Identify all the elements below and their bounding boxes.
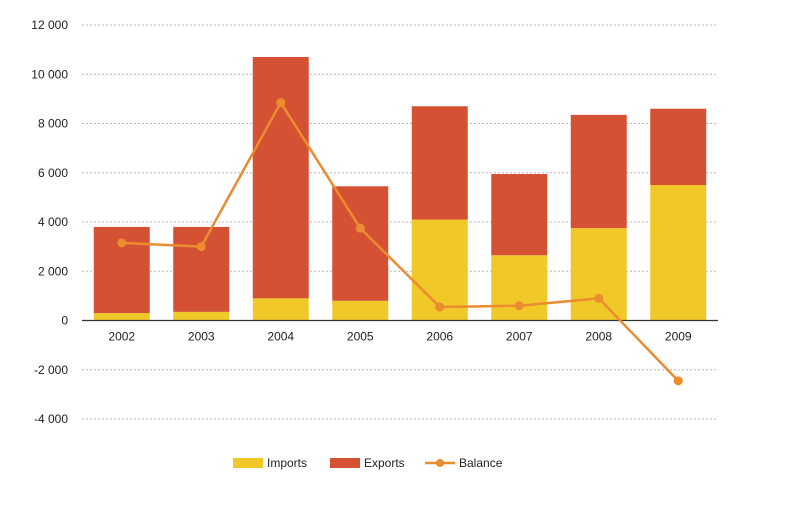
x-tick-label: 2007 [506,330,533,344]
x-axis-tick-labels: 2002 2003 2004 2005 2006 2007 2008 2009 [108,330,692,344]
balance-point-2009 [673,376,683,386]
balance-point-2003 [196,242,206,252]
y-tick-label: -2 000 [34,363,68,377]
bar-exports-2005 [332,186,389,301]
y-tick-label: 6 000 [38,166,68,180]
bar-imports-2002 [93,313,150,321]
balance-line [121,101,680,382]
y-tick-label: 8 000 [38,117,68,131]
x-tick-label: 2002 [108,330,135,344]
bar-exports-2009 [650,108,707,186]
x-tick-label: 2008 [585,330,612,344]
bar-exports-2008 [570,114,627,229]
legend-swatch-exports [330,458,360,468]
x-tick-label: 2004 [267,330,294,344]
x-tick-label: 2003 [188,330,215,344]
bar-imports-2008 [570,228,627,321]
legend-swatch-imports [233,458,263,468]
bar-exports-2004 [252,57,309,299]
y-tick-label: -4 000 [34,412,68,426]
legend-label-exports: Exports [364,456,405,470]
balance-series [117,98,683,386]
balance-point-2006 [435,302,445,312]
balance-point-2004 [276,98,286,108]
bar-imports-2004 [252,298,309,321]
y-tick-label: 0 [61,314,68,328]
x-tick-label: 2005 [347,330,374,344]
bar-imports-2007 [491,255,548,321]
legend-marker-balance [436,459,444,467]
bar-exports-2007 [491,173,548,256]
balance-point-2008 [594,293,604,303]
y-tick-label: 4 000 [38,215,68,229]
bar-exports-2003 [173,226,230,312]
bar-imports-2005 [332,300,389,321]
x-tick-label: 2009 [665,330,692,344]
bars [93,57,707,321]
legend: Imports Exports Balance [233,456,503,470]
y-tick-label: 10 000 [31,67,68,81]
x-tick-label: 2006 [426,330,453,344]
balance-point-2007 [514,301,524,311]
bar-exports-2006 [411,106,468,220]
y-tick-label: 12 000 [31,18,68,32]
legend-label-balance: Balance [459,456,503,470]
bar-imports-2003 [173,311,230,321]
y-axis-tick-labels: 12 000 10 000 8 000 6 000 4 000 2 000 0 -2 000 -… [31,18,68,426]
balance-point-2005 [355,223,365,233]
balance-point-2002 [117,238,127,248]
legend-label-imports: Imports [267,456,307,470]
y-tick-label: 2 000 [38,264,68,278]
bar-imports-2009 [650,185,707,321]
